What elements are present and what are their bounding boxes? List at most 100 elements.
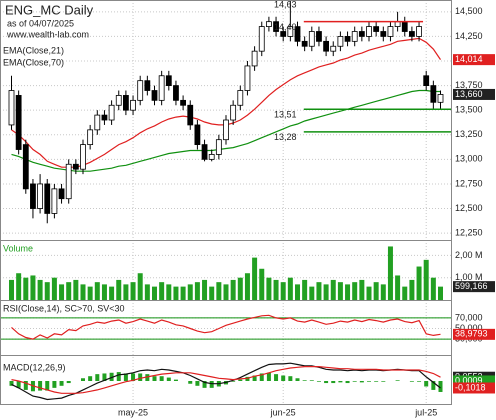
- histogram-bar: [374, 381, 379, 382]
- candle-body: [351, 31, 358, 42]
- candle-body: [301, 40, 308, 47]
- legend-entry: EMA(Close,70): [3, 57, 64, 67]
- volume-bar: [302, 279, 308, 300]
- y-tick-label: 13,500: [455, 105, 483, 115]
- candle-body: [201, 144, 208, 160]
- candle-body: [187, 104, 194, 126]
- volume-bar: [295, 284, 300, 300]
- histogram-bar: [38, 381, 43, 391]
- histogram-bar: [209, 381, 214, 388]
- volume-bar: [423, 259, 429, 300]
- volume-bar: [202, 279, 208, 300]
- y-tick-label: 14,500: [455, 6, 483, 16]
- source: www.wealth-lab.com: [6, 29, 89, 39]
- volume-bar: [94, 282, 100, 300]
- level-label: 14,63: [274, 0, 297, 9]
- candle-body: [173, 85, 179, 101]
- candle-body: [30, 183, 36, 209]
- macd-line: [11, 362, 441, 401]
- histogram-bar: [173, 379, 178, 381]
- volume-bar: [23, 277, 29, 300]
- histogram-bar: [159, 376, 164, 381]
- y-tick-label: 1,00 M: [455, 272, 483, 282]
- volume-bar: [101, 284, 107, 300]
- pane-title: MACD(12,26,9): [3, 362, 66, 372]
- histogram-bar: [381, 381, 386, 382]
- candle-body: [87, 129, 94, 146]
- x-tick-label: jun-25: [270, 407, 296, 417]
- value-label-box: [453, 54, 495, 66]
- level-label: 13,28: [274, 132, 297, 142]
- candle-body: [237, 90, 244, 106]
- histogram-bar: [338, 381, 343, 383]
- volume-bar: [323, 284, 329, 300]
- volume-bar: [173, 286, 179, 300]
- volume-bar: [345, 284, 351, 300]
- candle-body: [251, 50, 258, 67]
- volume-bar: [44, 282, 50, 300]
- histogram-bar: [116, 372, 121, 381]
- volume-bar: [66, 282, 72, 300]
- y-tick-label: 12,750: [455, 178, 483, 188]
- x-tick-label: jul-25: [414, 407, 437, 417]
- y-tick-label: 13,250: [455, 129, 483, 139]
- value-label-box: [453, 328, 495, 340]
- candle-body: [194, 124, 201, 146]
- volume-bar: [73, 279, 79, 300]
- y-tick-label: 14,250: [455, 31, 483, 41]
- histogram-bar: [431, 381, 436, 390]
- value-label-box: [453, 382, 495, 394]
- volume-bar: [409, 279, 415, 300]
- candle-body: [423, 75, 430, 86]
- histogram-bar: [245, 376, 250, 381]
- histogram-bar: [131, 373, 136, 381]
- volume-bar: [352, 282, 358, 300]
- histogram-bar: [309, 380, 314, 381]
- candle-body: [51, 188, 58, 214]
- candle-body: [101, 114, 108, 121]
- candle-body: [280, 31, 287, 37]
- candle-body: [344, 36, 351, 42]
- candle-body: [408, 31, 415, 37]
- volume-bar: [194, 282, 200, 300]
- histogram-bar: [66, 381, 71, 384]
- volume-bar: [9, 279, 14, 300]
- frame: [0, 0, 452, 405]
- candle-body: [273, 21, 279, 32]
- candle-body: [65, 163, 72, 200]
- histogram-bar: [438, 381, 443, 392]
- volume-bar: [230, 279, 236, 300]
- volume-bar: [244, 273, 250, 300]
- volume-bar: [166, 284, 172, 300]
- volume-bar: [237, 277, 243, 300]
- value-label: -0,1018: [455, 382, 486, 392]
- volume-bar: [259, 268, 265, 300]
- histogram-bar: [138, 373, 143, 381]
- volume-bar: [273, 279, 279, 300]
- candle-body: [180, 99, 187, 106]
- histogram-bar: [16, 381, 21, 388]
- histogram-bar: [9, 381, 14, 386]
- volume-bar: [380, 284, 386, 300]
- x-tick-label: may-25: [118, 407, 148, 417]
- candle-body: [416, 26, 422, 37]
- volume-bar: [266, 277, 272, 300]
- value-label: 0,0009: [455, 375, 483, 385]
- histogram-bar: [109, 372, 114, 381]
- value-label-box: [453, 375, 495, 387]
- candle-body: [130, 99, 136, 111]
- histogram-bar: [359, 381, 364, 383]
- candle-body: [215, 139, 222, 155]
- candle-body: [165, 75, 172, 86]
- volume-bar: [216, 282, 222, 300]
- volume-bar: [252, 257, 258, 300]
- volume-bar: [387, 246, 393, 300]
- volume-bar: [187, 284, 193, 300]
- volume-bar: [316, 282, 322, 300]
- candle-body: [223, 119, 229, 141]
- candle-body: [22, 144, 29, 190]
- volume-bar: [123, 284, 129, 300]
- histogram-bar: [331, 381, 336, 384]
- y-tick-label: 70,000: [455, 312, 483, 322]
